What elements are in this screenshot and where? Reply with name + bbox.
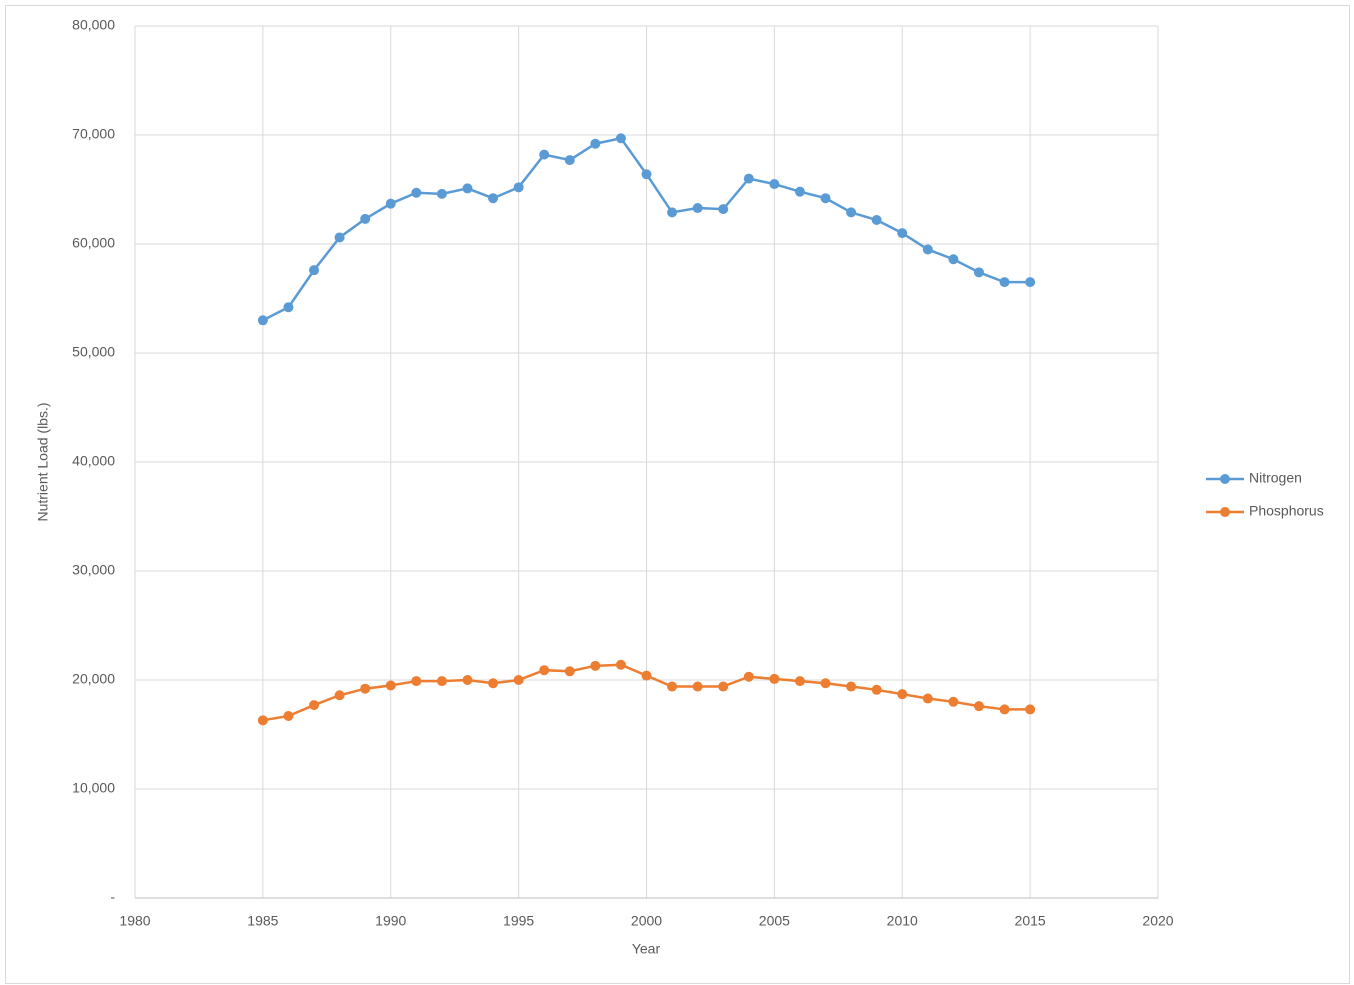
- x-axis-title: Year: [632, 941, 661, 957]
- data-point: [385, 680, 396, 691]
- data-point: [846, 207, 857, 218]
- y-tick-label: 10,000: [72, 780, 115, 796]
- data-point: [794, 186, 805, 197]
- data-point: [436, 188, 447, 199]
- data-point: [897, 689, 908, 700]
- data-point: [871, 215, 882, 226]
- data-point: [334, 232, 345, 243]
- data-point: [411, 187, 422, 198]
- data-point: [743, 671, 754, 682]
- y-tick-label: -: [110, 889, 115, 905]
- data-point: [283, 302, 294, 313]
- x-tick-label: 1980: [119, 913, 150, 929]
- data-point: [488, 678, 499, 689]
- data-point: [360, 213, 371, 224]
- y-tick-label: 30,000: [72, 562, 115, 578]
- data-point: [1025, 277, 1036, 288]
- data-point: [436, 676, 447, 687]
- data-point: [769, 673, 780, 684]
- data-point: [718, 681, 729, 692]
- legend-marker: [1220, 474, 1230, 484]
- data-point: [820, 678, 831, 689]
- data-point: [590, 138, 601, 149]
- data-point: [769, 179, 780, 190]
- y-tick-label: 50,000: [72, 344, 115, 360]
- data-point: [283, 710, 294, 721]
- data-point: [999, 704, 1010, 715]
- legend-label: Phosphorus: [1249, 503, 1324, 519]
- data-point: [309, 700, 320, 711]
- data-point: [360, 683, 371, 694]
- data-point: [1025, 704, 1036, 715]
- chart-frame: [5, 5, 1350, 984]
- y-tick-label: 70,000: [72, 126, 115, 142]
- data-point: [667, 681, 678, 692]
- y-tick-label: 60,000: [72, 235, 115, 251]
- y-tick-label: 20,000: [72, 671, 115, 687]
- y-tick-label: 80,000: [72, 17, 115, 33]
- data-point: [820, 193, 831, 204]
- x-tick-label: 2015: [1015, 913, 1046, 929]
- data-point: [385, 198, 396, 209]
- x-tick-label: 2020: [1142, 913, 1173, 929]
- data-point: [309, 265, 320, 276]
- data-point: [692, 681, 703, 692]
- data-point: [462, 183, 473, 194]
- x-tick-label: 1995: [503, 913, 534, 929]
- data-point: [743, 173, 754, 184]
- data-point: [846, 681, 857, 692]
- data-point: [718, 204, 729, 215]
- x-tick-label: 1990: [375, 913, 406, 929]
- data-point: [641, 169, 652, 180]
- data-point: [948, 254, 959, 265]
- data-point: [564, 666, 575, 677]
- data-point: [513, 182, 524, 193]
- data-point: [615, 659, 626, 670]
- data-point: [897, 228, 908, 239]
- data-point: [948, 696, 959, 707]
- data-point: [871, 684, 882, 695]
- y-tick-label: 40,000: [72, 453, 115, 469]
- data-point: [615, 133, 626, 144]
- legend-label: Nitrogen: [1249, 470, 1302, 486]
- data-point: [334, 690, 345, 701]
- data-point: [922, 244, 933, 255]
- data-point: [999, 277, 1010, 288]
- data-point: [257, 715, 268, 726]
- data-point: [488, 193, 499, 204]
- legend-marker: [1220, 507, 1230, 517]
- data-point: [692, 203, 703, 214]
- data-point: [257, 315, 268, 326]
- data-point: [973, 267, 984, 278]
- x-tick-label: 2005: [759, 913, 790, 929]
- x-tick-label: 1985: [247, 913, 278, 929]
- data-point: [564, 155, 575, 166]
- data-point: [411, 676, 422, 687]
- x-tick-label: 2010: [887, 913, 918, 929]
- data-point: [973, 701, 984, 712]
- y-axis-title: Nutrient Load (lbs.): [35, 402, 51, 521]
- data-point: [539, 149, 550, 160]
- data-point: [590, 660, 601, 671]
- data-point: [667, 207, 678, 218]
- data-point: [641, 670, 652, 681]
- data-point: [462, 675, 473, 685]
- data-point: [794, 676, 805, 687]
- data-point: [539, 665, 550, 676]
- data-point: [922, 693, 933, 704]
- x-tick-label: 2000: [631, 913, 662, 929]
- data-point: [513, 675, 524, 685]
